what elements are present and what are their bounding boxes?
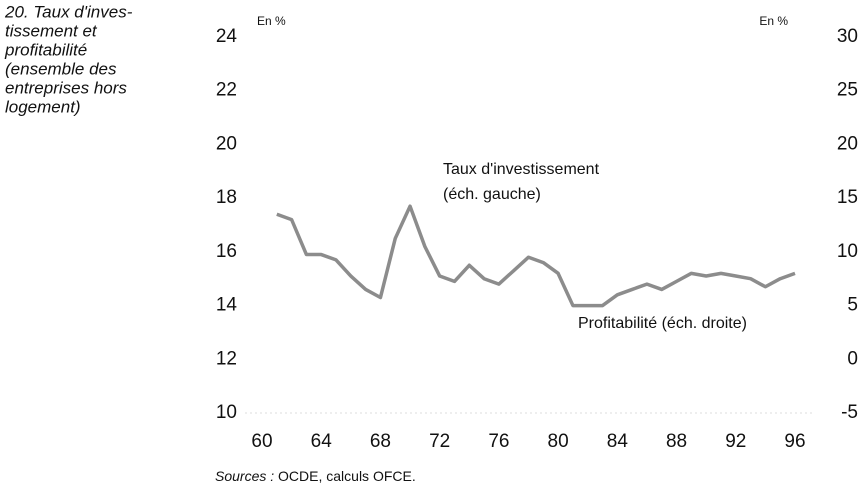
y-tick-label: 22 — [216, 80, 237, 101]
x-tick-label: 92 — [725, 431, 746, 452]
y-tick-label: 24 — [216, 26, 238, 47]
y-tick-label: 20 — [216, 133, 237, 154]
x-tick-label: 80 — [548, 431, 569, 452]
x-tick-label: 64 — [311, 431, 333, 452]
chart-title: profitabilité — [4, 40, 87, 59]
chart-title: (ensemble des — [5, 59, 117, 78]
chart-title: logement) — [5, 97, 81, 116]
source-text: OCDE, calculs OFCE. — [278, 468, 416, 484]
y2-tick-label: 30 — [837, 26, 858, 47]
y2-tick-label: 25 — [837, 80, 858, 101]
y2-tick-label: 15 — [837, 187, 858, 208]
chart-title: tissement et — [5, 21, 98, 40]
x-tick-label: 76 — [488, 431, 509, 452]
y-tick-label: 16 — [216, 241, 237, 262]
y2-tick-label: 10 — [837, 241, 858, 262]
y2-tick-label: 0 — [847, 348, 858, 369]
source: Sources : OCDE, calculs OFCE. — [215, 468, 416, 484]
y-tick-label: 18 — [216, 187, 237, 208]
annotation: Profitabilité (éch. droite) — [578, 315, 747, 332]
annotation: Taux d'investissement — [443, 161, 600, 178]
y2-tick-label: 5 — [847, 295, 858, 316]
x-tick-label: 68 — [370, 431, 391, 452]
y2-tick-label: -5 — [841, 402, 858, 423]
x-tick-label: 72 — [429, 431, 450, 452]
x-tick-label: 84 — [607, 431, 629, 452]
y2-unit: En % — [759, 14, 788, 28]
x-tick-label: 88 — [666, 431, 687, 452]
y-tick-label: 14 — [216, 295, 238, 316]
y-tick-label: 10 — [216, 402, 237, 423]
x-tick-label: 60 — [251, 431, 272, 452]
source-label: Sources : — [215, 468, 274, 484]
y-unit: En % — [257, 14, 286, 28]
x-tick-label: 96 — [784, 431, 805, 452]
annotation: (éch. gauche) — [443, 186, 541, 203]
line — [276, 204, 796, 308]
y2-tick-label: 20 — [837, 133, 858, 154]
y-tick-label: 12 — [216, 348, 237, 369]
chart-title: 20. Taux d'inves- — [4, 2, 133, 21]
chart-title: entreprises hors — [5, 78, 127, 97]
